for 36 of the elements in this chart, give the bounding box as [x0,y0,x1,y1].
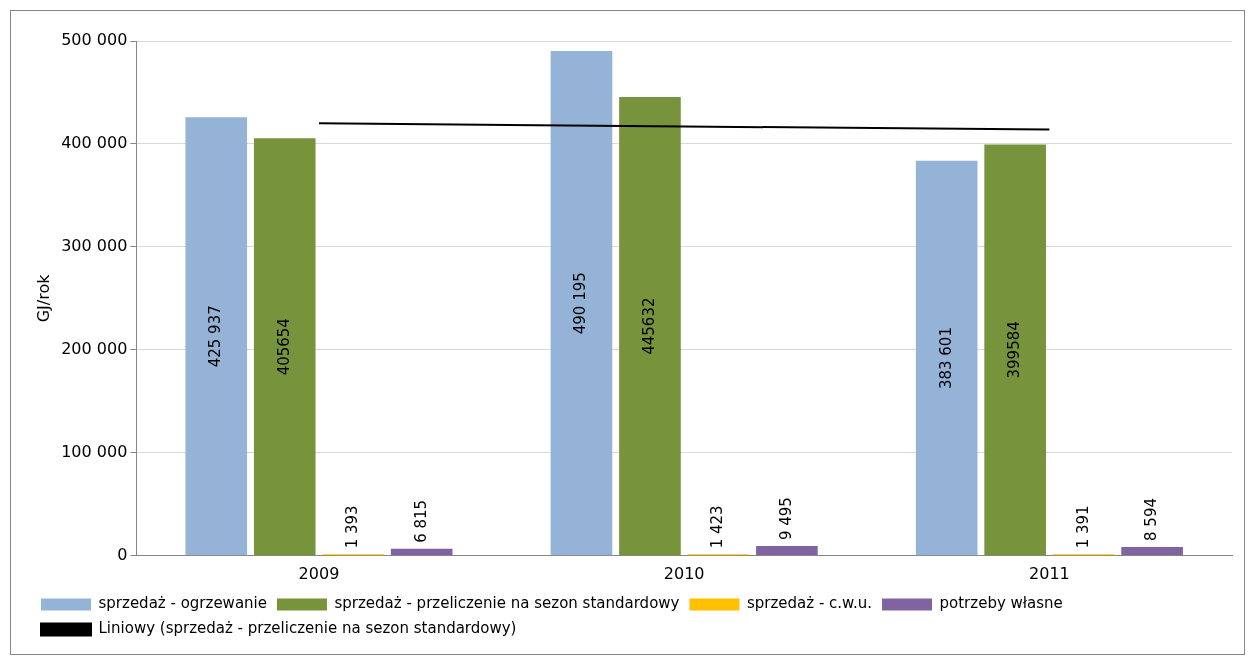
y-tick-label: 500 000 [61,30,128,50]
bar [1121,546,1183,556]
data-label: 9 495 [776,497,795,541]
bar [185,117,248,556]
y-tick-label: 400 000 [61,133,128,153]
y-tick-label: 200 000 [61,339,128,359]
bar [915,160,978,556]
legend-label: sprzedaż - c.w.u. [746,594,873,613]
x-tick-label: 2009 [298,563,340,583]
bar [550,51,613,556]
legend-label: Liniowy (sprzedaż - przeliczenie na sezon standardowy) [98,619,517,638]
legend-label: sprzedaż - ogrzewanie [98,594,267,613]
legend-label: sprzedaż - przeliczenie na sezon standardowy [334,594,680,613]
data-label: 1 393 [343,505,362,549]
data-label: 425 937 [206,305,225,368]
data-label: 8 594 [1142,498,1160,541]
x-tick-label: 2011 [1029,563,1070,583]
data-label: 1 391 [1073,505,1092,549]
legend-label: potrzeby własne [939,594,1063,613]
data-label: 1 423 [708,505,727,549]
data-label: 490 195 [571,272,590,335]
data-label: 405654 [274,318,293,376]
data-label: 6 815 [411,499,430,543]
y-tick-label: 100 000 [61,442,128,461]
bar [619,96,681,556]
y-axis-title: GJ/rok [33,273,53,323]
y-tick-label: 0 [117,544,128,564]
data-label: 383 601 [936,327,955,390]
y-tick-label: 300 000 [61,236,128,256]
data-label: 399584 [1005,321,1024,379]
x-tick-label: 2010 [663,563,705,583]
bar [756,546,818,556]
bar [253,138,316,556]
data-label: 445632 [639,297,658,355]
bar [984,144,1046,556]
bar [390,548,453,556]
